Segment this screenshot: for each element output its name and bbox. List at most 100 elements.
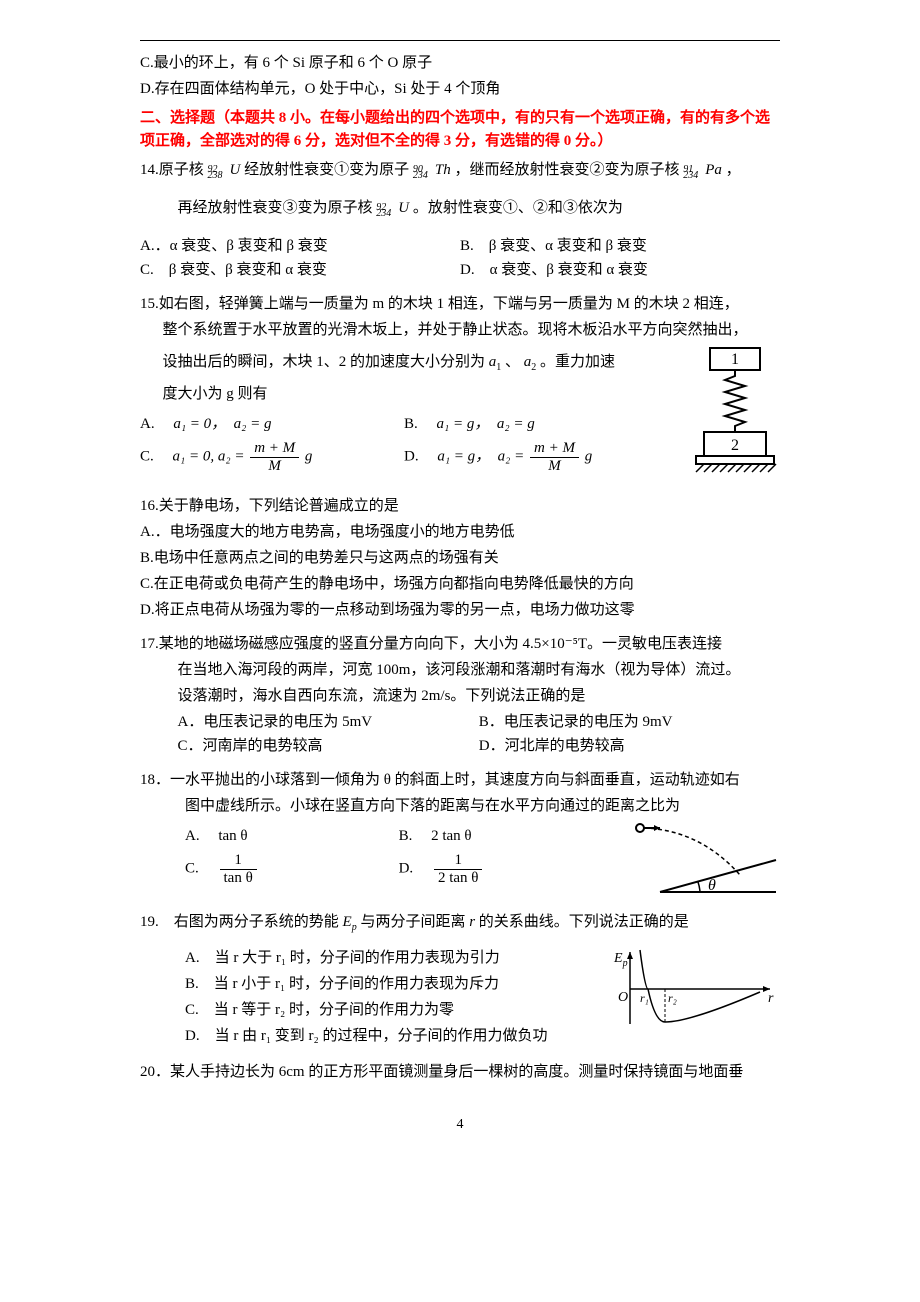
q18-a-pre: A. [185, 828, 215, 844]
q17-opt-d: D．河北岸的电势较高 [479, 734, 780, 758]
q15-a-f: a₁ = 0， a₂ = g [173, 416, 271, 432]
question-17: 17.某地的地磁场磁感应强度的竖直分量方向向下，大小为 4.5×10⁻⁵T。一灵… [140, 632, 780, 758]
q15-b-pre: B. [404, 416, 433, 432]
q17-opt-a: A．电压表记录的电压为 5mV [178, 710, 479, 734]
q18-opt-c: C. 1 tan θ [185, 852, 399, 886]
question-15: 15.如右图，轻弹簧上端与一质量为 m 的木块 1 相连，下端与另一质量为 M … [140, 292, 780, 484]
q19-r2: r₂ [668, 991, 677, 1005]
q14-text-2b: 。放射性衰变①、②和③依次为 [413, 200, 623, 216]
q18-stem-1: 18．一水平抛出的小球落到一倾角为 θ 的斜面上时，其速度方向与斜面垂直，运动轨… [140, 768, 780, 792]
q19-axis-eps: p [622, 958, 628, 969]
q16-opt-d: D.将正点电荷从场强为零的一点移动到场强为零的另一点，电场力做功这零 [140, 598, 780, 622]
q19-sa: 19. 右图为两分子系统的势能 [140, 914, 343, 930]
q14-text-a: 14.原子核 [140, 162, 208, 178]
q17-stem-3: 设落潮时，海水自西向东流，流速为 2m/s。下列说法正确的是 [140, 684, 780, 708]
q14-opt-a: A.．α 衰变、β 衷变和 β 衰变 [140, 234, 460, 258]
q18-opt-a: A. tan θ [185, 824, 399, 848]
q14-text-d: ， [726, 162, 741, 178]
q14-nuc1-sym: U [230, 162, 241, 178]
q15-c-pre: C. [140, 448, 169, 464]
q18-c-pre: C. [185, 860, 214, 876]
q17-opt-c: C．河南岸的电势较高 [178, 734, 479, 758]
q15-d-pre: D. [404, 448, 434, 464]
q15-b-f: a₁ = g， a₂ = g [437, 416, 535, 432]
q15-sep: 、 [505, 354, 520, 370]
q15-stem-4: 度大小为 g 则有 [140, 382, 690, 406]
q14-nuc3-bot: 91 [683, 162, 693, 178]
q15-opt-c: C. a₁ = 0, a₂ = m + M M g [140, 440, 404, 474]
q19-axis-r: r [768, 991, 774, 1006]
q19-sb: 与两分子间距离 [360, 914, 469, 930]
q18-c-num: 1 [220, 852, 257, 870]
q14-nuc4-sym: U [398, 200, 409, 216]
section-2-heading: 二、选择题（本题共 8 小。在每小题给出的四个选项中，有的只有一个选项正确，有的… [140, 107, 780, 152]
q15-opt-a: A. a₁ = 0， a₂ = g [140, 412, 404, 436]
q14-stem-1: 14.原子核 238 92 U 经放射性衰变①变为原子 234 90 Th ，继… [140, 158, 780, 182]
q19-sc: 的关系曲线。下列说法正确的是 [479, 914, 689, 930]
q15-s3a: 设抽出后的瞬间，木块 1、2 的加速度大小分别为 [163, 354, 489, 370]
q13-opt-d: D.存在四面体结构单元，O 处于中心，Si 处于 4 个顶角 [140, 77, 780, 101]
q18-c-den: tan θ [220, 870, 257, 887]
q15-stem-3: 设抽出后的瞬间，木块 1、2 的加速度大小分别为 a1 、 a2 。重力加速 [140, 350, 690, 376]
q14-opt-d: D. α 衰变、β 衰变和 α 衰变 [460, 258, 780, 282]
q15-fig-label-2: 2 [731, 437, 739, 454]
q19-r1: r₁ [640, 991, 649, 1005]
q15-s3b: 。重力加速 [540, 354, 615, 370]
q19-eps: p [352, 922, 357, 933]
q15-opt-d: D. a₁ = g， a₂ = m + M M g [404, 440, 668, 474]
q15-opt-b: B. a₁ = g， a₂ = g [404, 412, 668, 436]
q19-ep: E [343, 914, 352, 930]
q17-stem-1: 17.某地的地磁场磁感应强度的竖直分量方向向下，大小为 4.5×10⁻⁵T。一灵… [140, 632, 780, 656]
q14-stem-2: 再经放射性衰变③变为原子核 234 92 U 。放射性衰变①、②和③依次为 [140, 196, 780, 220]
q15-a1s: 1 [496, 362, 501, 373]
q15-stem-2: 整个系统置于水平放置的光滑木坂上，并处于静止状态。现将木板沿水平方向突然抽出， [140, 318, 780, 342]
q19-r: r [469, 914, 475, 930]
q18-theta: θ [708, 877, 716, 894]
q17-opt-b: B．电压表记录的电压为 9mV [479, 710, 780, 734]
q16-opt-a: A.．电场强度大的地方电势高，电场强度小的地方电势低 [140, 520, 780, 544]
q15-a-pre: A. [140, 416, 170, 432]
q15-d-num: m + M [530, 440, 579, 458]
q16-opt-c: C.在正电荷或负电荷产生的静电场中，场强方向都指向电势降低最快的方向 [140, 572, 780, 596]
question-16: 16.关于静电场，下列结论普遍成立的是 A.．电场强度大的地方电势高，电场强度小… [140, 494, 780, 622]
q15-c-a: a₁ = 0, a₂ = [173, 448, 245, 464]
q15-stem-1: 15.如右图，轻弹簧上端与一质量为 m 的木块 1 相连，下端与另一质量为 M … [140, 292, 780, 316]
page-number: 4 [140, 1114, 780, 1136]
q18-b-v: 2 tan θ [431, 828, 472, 844]
q14-text-2a: 再经放射性衰变③变为原子核 [178, 200, 377, 216]
q18-opt-d: D. 1 2 tan θ [399, 852, 613, 886]
question-18: 18．一水平抛出的小球落到一倾角为 θ 的斜面上时，其速度方向与斜面垂直，运动轨… [140, 768, 780, 900]
q14-nuc4-bot: 92 [376, 200, 386, 216]
q14-text-b: 经放射性衰变①变为原子 [244, 162, 413, 178]
q19-axis-ep: E [613, 951, 623, 966]
q18-figure: θ [630, 820, 780, 900]
q16-stem: 16.关于静电场，下列结论普遍成立的是 [140, 494, 780, 518]
q18-d-pre: D. [399, 860, 429, 876]
q19-opt-b: B. 当 r 小于 r₁ 时，分子间的作用力表现为斥力 [185, 972, 610, 996]
q18-d-num: 1 [434, 852, 483, 870]
svg-text:Ep: Ep [613, 951, 628, 969]
q18-b-pre: B. [399, 828, 428, 844]
q18-stem-2: 图中虚线所示。小球在竖直方向下落的距离与在水平方向通过的距离之比为 [140, 794, 780, 818]
q14-nuc2-bot: 90 [413, 162, 423, 178]
q17-stem-2: 在当地入海河段的两岸，河宽 100m，该河段涨潮和落潮时有海水（视为导体）流过。 [140, 658, 780, 682]
q15-a2s: 2 [531, 362, 536, 373]
q15-d-a: a₁ = g， a₂ = [437, 448, 524, 464]
q18-opt-b: B. 2 tan θ [399, 824, 613, 848]
q15-d-g: g [585, 448, 593, 464]
q19-opt-d: D. 当 r 由 r₁ 变到 r₂ 的过程中，分子间的作用力做负功 [185, 1024, 610, 1048]
q14-nuc1-bot: 92 [208, 162, 218, 178]
q18-a-v: tan θ [218, 828, 247, 844]
q19-axis-o: O [618, 990, 628, 1005]
q14-text-c: ，继而经放射性衰变②变为原子核 [454, 162, 683, 178]
q13-opt-c: C.最小的环上，有 6 个 Si 原子和 6 个 O 原子 [140, 51, 780, 75]
q16-opt-b: B.电场中任意两点之间的电势差只与这两点的场强有关 [140, 546, 780, 570]
q19-opt-c: C. 当 r 等于 r₂ 时，分子间的作用力为零 [185, 998, 610, 1022]
q15-d-den: M [530, 458, 579, 475]
q15-fig-label-1: 1 [731, 351, 739, 368]
q14-opt-b: B. β 衰变、α 衷变和 β 衰变 [460, 234, 780, 258]
question-14: 14.原子核 238 92 U 经放射性衰变①变为原子 234 90 Th ，继… [140, 158, 780, 282]
question-20: 20．某人手持边长为 6cm 的正方形平面镜测量身后一棵树的高度。测量时保持镜面… [140, 1060, 780, 1084]
q18-d-den: 2 tan θ [434, 870, 483, 887]
q15-c-g: g [305, 448, 313, 464]
